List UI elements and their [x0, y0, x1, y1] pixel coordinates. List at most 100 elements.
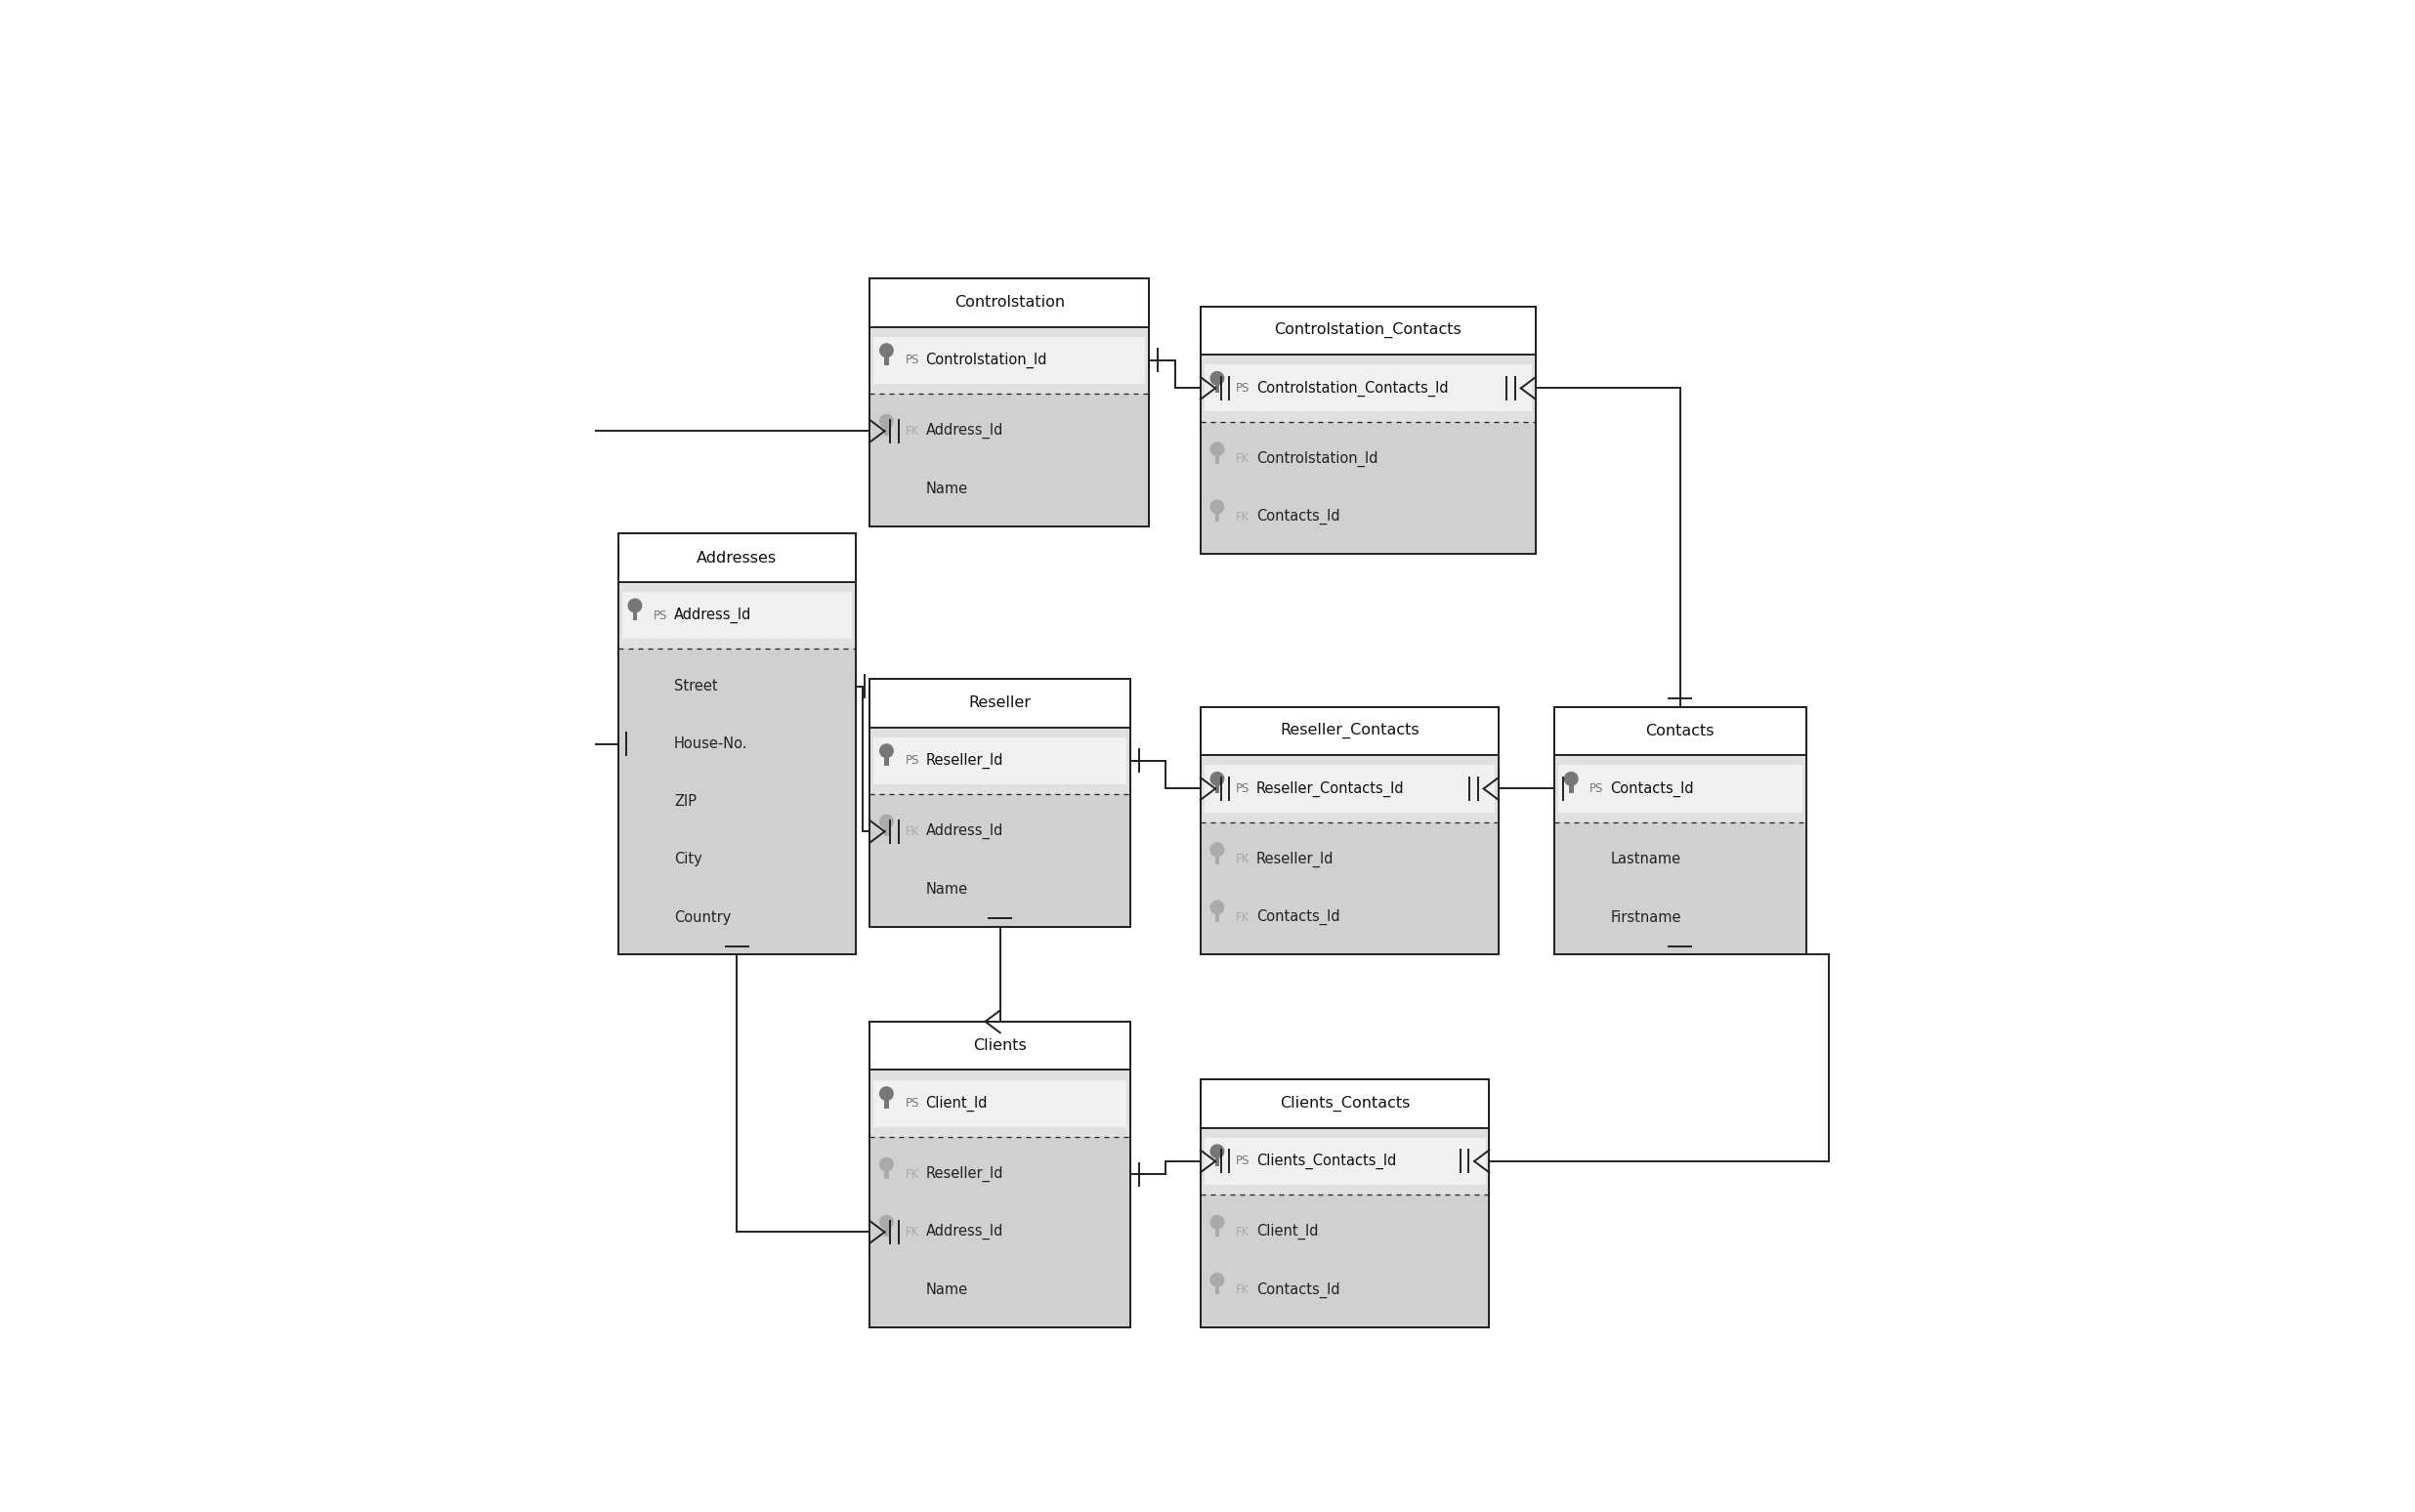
FancyBboxPatch shape: [884, 1095, 889, 1108]
Text: Country: Country: [674, 910, 732, 924]
Bar: [869, 1022, 1130, 1328]
Text: FK: FK: [906, 826, 920, 838]
Bar: [874, 1080, 1128, 1126]
Bar: [1200, 823, 1500, 954]
Text: PS: PS: [1236, 1155, 1251, 1167]
FancyBboxPatch shape: [1215, 1281, 1220, 1294]
FancyBboxPatch shape: [1215, 380, 1220, 393]
Bar: [1205, 364, 1531, 411]
Circle shape: [879, 744, 894, 758]
Text: PS: PS: [1236, 383, 1251, 395]
Bar: [1555, 706, 1806, 954]
Circle shape: [1210, 442, 1224, 457]
Text: Client_Id: Client_Id: [1256, 1225, 1319, 1240]
Bar: [618, 649, 855, 954]
Bar: [869, 679, 1130, 927]
Bar: [1200, 706, 1500, 954]
FancyBboxPatch shape: [886, 762, 889, 765]
FancyBboxPatch shape: [633, 606, 638, 620]
Text: Firstname: Firstname: [1611, 910, 1681, 924]
Circle shape: [1210, 1214, 1224, 1229]
Bar: [1200, 1128, 1490, 1194]
Text: Reseller_Id: Reseller_Id: [925, 753, 1002, 768]
Circle shape: [1210, 900, 1224, 915]
Text: Reseller_Contacts_Id: Reseller_Contacts_Id: [1256, 780, 1406, 797]
Bar: [869, 727, 1130, 794]
Text: PS: PS: [1589, 782, 1604, 795]
FancyBboxPatch shape: [886, 361, 889, 364]
Bar: [1200, 754, 1500, 823]
Bar: [1200, 1194, 1490, 1328]
Text: PS: PS: [906, 1098, 920, 1110]
FancyBboxPatch shape: [884, 422, 889, 435]
FancyBboxPatch shape: [1215, 1223, 1220, 1237]
Text: Contacts_Id: Contacts_Id: [1256, 1282, 1340, 1297]
Circle shape: [879, 414, 894, 428]
Bar: [1200, 307, 1536, 553]
Text: Contacts: Contacts: [1645, 724, 1715, 738]
Text: ZIP: ZIP: [674, 794, 696, 809]
Text: FK: FK: [1236, 910, 1249, 924]
Circle shape: [1565, 771, 1579, 786]
Text: PS: PS: [654, 609, 667, 621]
FancyBboxPatch shape: [1215, 780, 1220, 794]
Text: Reseller_Contacts: Reseller_Contacts: [1280, 723, 1420, 739]
FancyBboxPatch shape: [886, 1234, 889, 1237]
FancyBboxPatch shape: [1215, 1152, 1220, 1166]
Text: Reseller: Reseller: [968, 696, 1031, 711]
FancyBboxPatch shape: [1215, 791, 1220, 794]
Bar: [1555, 823, 1806, 954]
Text: City: City: [674, 853, 703, 866]
FancyBboxPatch shape: [886, 833, 889, 836]
FancyBboxPatch shape: [886, 1105, 889, 1108]
Bar: [1200, 355, 1536, 422]
Text: FK: FK: [1236, 452, 1249, 466]
Text: Clients: Clients: [973, 1039, 1026, 1052]
Text: Contacts_Id: Contacts_Id: [1256, 510, 1340, 525]
Circle shape: [1210, 499, 1224, 514]
Bar: [869, 278, 1150, 526]
Bar: [1205, 765, 1495, 812]
Bar: [869, 1137, 1130, 1328]
Bar: [869, 327, 1150, 393]
Text: FK: FK: [1236, 1226, 1249, 1238]
Bar: [869, 1022, 1130, 1328]
FancyBboxPatch shape: [1215, 1291, 1220, 1294]
Text: FK: FK: [1236, 511, 1249, 523]
FancyBboxPatch shape: [1570, 780, 1575, 794]
FancyBboxPatch shape: [1215, 1234, 1220, 1237]
FancyBboxPatch shape: [1215, 851, 1220, 865]
Text: Clients_Contacts_Id: Clients_Contacts_Id: [1256, 1154, 1396, 1169]
FancyBboxPatch shape: [886, 1176, 889, 1179]
Text: Address_Id: Address_Id: [925, 1225, 1002, 1240]
Bar: [623, 593, 852, 640]
Text: Address_Id: Address_Id: [925, 423, 1002, 438]
Bar: [1558, 765, 1802, 812]
Bar: [1205, 1139, 1485, 1185]
Text: Address_Id: Address_Id: [674, 608, 751, 623]
Bar: [1200, 422, 1536, 553]
FancyBboxPatch shape: [884, 1223, 889, 1237]
Circle shape: [879, 343, 894, 358]
Circle shape: [1210, 842, 1224, 857]
FancyBboxPatch shape: [886, 432, 889, 435]
Circle shape: [1210, 1145, 1224, 1158]
Bar: [618, 534, 855, 954]
FancyBboxPatch shape: [1215, 1163, 1220, 1166]
Bar: [874, 337, 1145, 384]
Text: FK: FK: [906, 425, 920, 437]
Bar: [869, 794, 1130, 927]
FancyBboxPatch shape: [1215, 461, 1220, 464]
FancyBboxPatch shape: [1215, 519, 1220, 522]
Text: Reseller_Id: Reseller_Id: [925, 1166, 1002, 1182]
FancyBboxPatch shape: [884, 351, 889, 364]
Text: House-No.: House-No.: [674, 736, 749, 751]
Text: Lastname: Lastname: [1611, 853, 1681, 866]
Text: Name: Name: [925, 1282, 968, 1297]
FancyBboxPatch shape: [1215, 919, 1220, 922]
Circle shape: [1210, 771, 1224, 786]
Bar: [618, 534, 855, 954]
Text: FK: FK: [906, 1226, 920, 1238]
Bar: [618, 582, 855, 649]
Text: FK: FK: [1236, 1284, 1249, 1296]
